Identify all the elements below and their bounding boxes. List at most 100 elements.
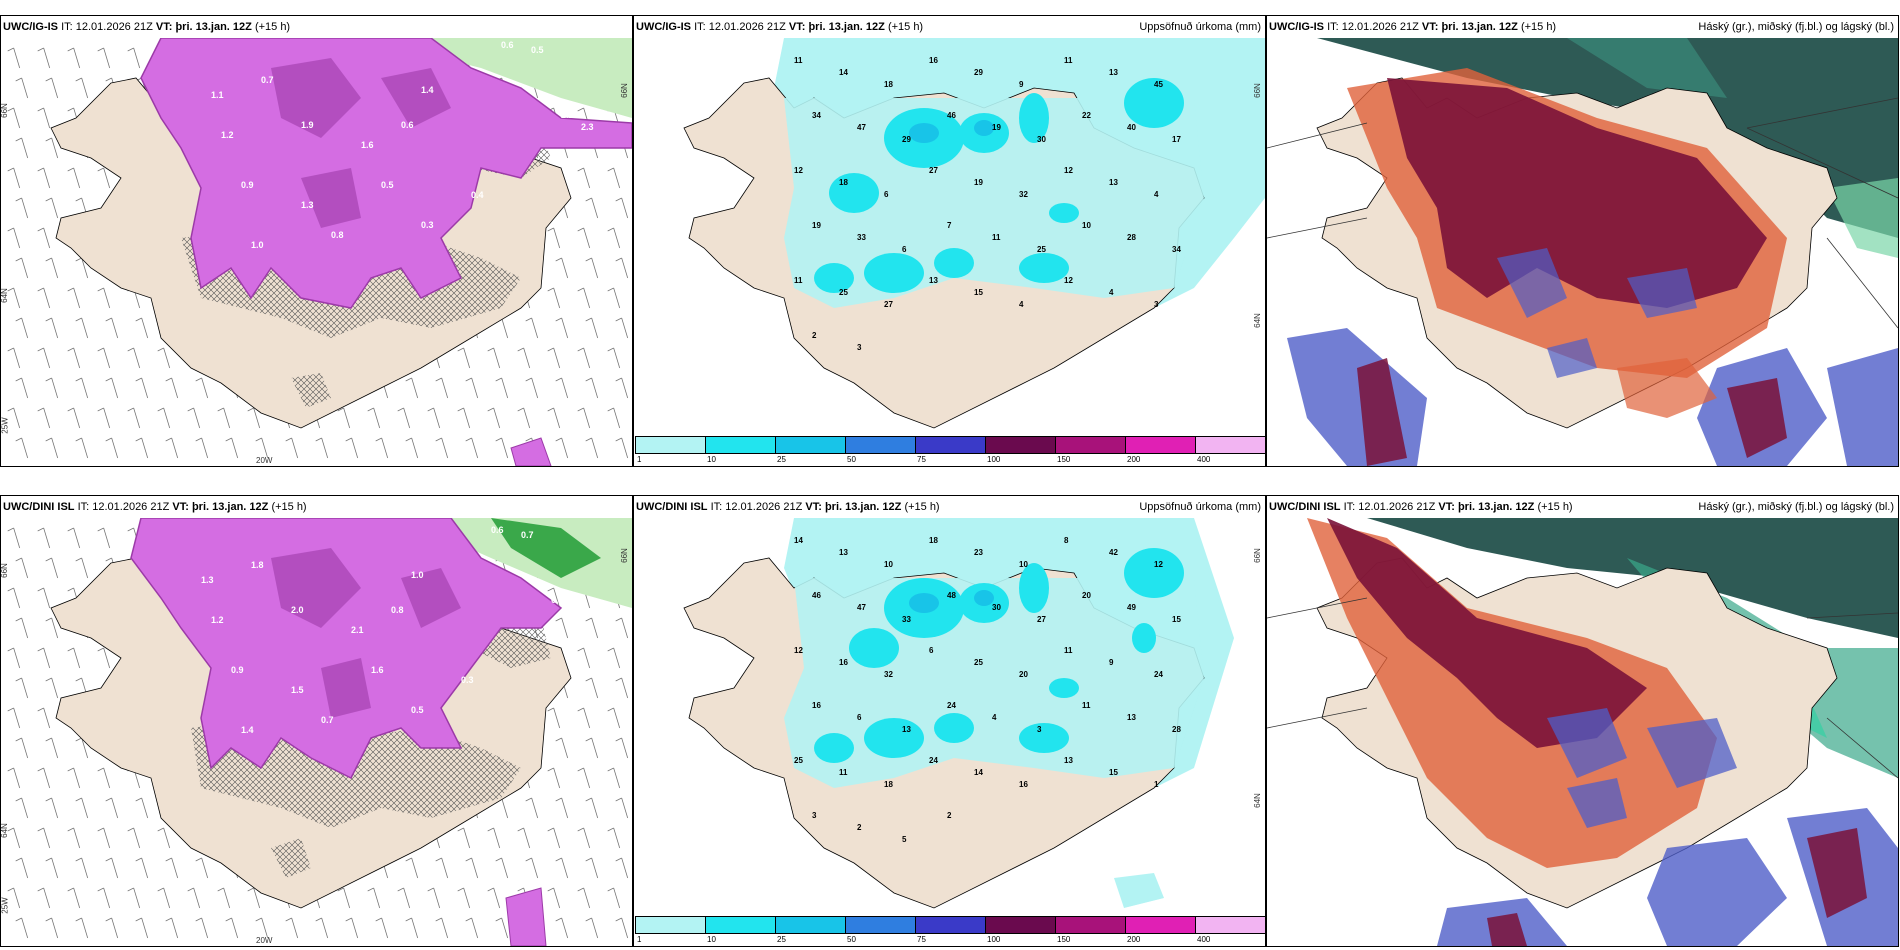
precip-value-label: 15 <box>1109 768 1118 777</box>
precip-value-label: 11 <box>1064 646 1073 655</box>
panel-title-precip: Uppsöfnuð úrkoma (mm) <box>1139 501 1261 513</box>
precip-value-label: 10 <box>884 560 893 569</box>
colorbar-label: 10 <box>707 455 716 464</box>
precip-value-label: 18 <box>929 536 938 545</box>
colorbar-label: 400 <box>1197 455 1211 464</box>
lat-label: 64N <box>1252 313 1262 328</box>
snow-value-label: 0.5 <box>411 705 424 715</box>
precip-value-label: 16 <box>929 56 938 65</box>
panel-title-clouds: Háský (gr.), miðský (fj.bl.) og lágský (… <box>1698 501 1894 513</box>
snow-value-label: 1.8 <box>251 560 264 570</box>
precip-value-label: 27 <box>1037 615 1046 624</box>
precip-value-label: 24 <box>947 701 956 710</box>
colorbar-label: 25 <box>777 935 786 944</box>
colorbar-swatch <box>915 436 986 454</box>
lat-label-64n: 64N <box>0 823 9 838</box>
lon-label-25w: 25W <box>0 417 10 434</box>
precip-value-label: 11 <box>1082 701 1091 710</box>
panel-igis-clouds: UWC/IG-IS IT: 12.01.2026 21Z VT: þri. 13… <box>1266 15 1899 467</box>
precip-value-label: 47 <box>857 123 866 132</box>
precip-value-label: 42 <box>1109 548 1118 557</box>
precip-value-label: 29 <box>974 68 983 77</box>
precip-value-label: 4 <box>1154 190 1159 199</box>
snow-value-label: 1.9 <box>301 120 314 130</box>
snow-value-label: 0.4 <box>471 190 484 200</box>
precip-value-label: 3 <box>857 343 862 352</box>
precip-cores <box>814 78 1184 293</box>
snow-value-label: 0.4 <box>551 595 564 605</box>
snow-value-label: 1.3 <box>201 575 214 585</box>
colorbar-swatch <box>915 916 986 934</box>
cloud-map-top <box>1267 38 1898 466</box>
precip-value-label: 25 <box>974 658 983 667</box>
panel-header: UWC/DINI ISL IT: 12.01.2026 21Z VT: þri.… <box>1269 501 1573 513</box>
snow-value-label: 2.2 <box>561 110 574 120</box>
snow-value-label: 1.2 <box>221 130 234 140</box>
precip-value-label: 32 <box>884 670 893 679</box>
panel-header: UWC/IG-IS IT: 12.01.2026 21Z VT: þri. 13… <box>3 21 291 33</box>
lat-label: 64N <box>1252 793 1262 808</box>
precip-value-label: 45 <box>1154 80 1163 89</box>
precip-value-label: 19 <box>992 123 1001 132</box>
snow-value-label: 2.1 <box>351 625 364 635</box>
precip-value-label: 20 <box>1019 670 1028 679</box>
precip-value-label: 1 <box>1154 780 1159 789</box>
precip-value-label: 29 <box>902 135 911 144</box>
precip-value-label: 24 <box>929 756 938 765</box>
precip-value-label: 3 <box>1037 725 1042 734</box>
lat-label-66n: 66N <box>0 563 9 578</box>
precip-value-label: 22 <box>1082 111 1091 120</box>
panel-igis-snow: UWC/IG-IS IT: 12.01.2026 21Z VT: þri. 13… <box>0 15 633 467</box>
precip-value-label: 28 <box>1127 233 1136 242</box>
precip-colorbar: 1 10 25 50 75 100 150 200 400 <box>635 916 1265 944</box>
snow-value-label: 1.6 <box>371 665 384 675</box>
precip-value-label: 13 <box>1109 68 1118 77</box>
precip-value-label: 12 <box>1064 276 1073 285</box>
precip-value-label: 2 <box>857 823 862 832</box>
precip-value-label: 13 <box>1109 178 1118 187</box>
precip-value-label: 16 <box>812 701 821 710</box>
precip-value-label: 15 <box>1172 615 1181 624</box>
precip-value-label: 11 <box>1064 56 1073 65</box>
panel-igis-precip: UWC/IG-IS IT: 12.01.2026 21Z VT: þri. 13… <box>633 15 1266 467</box>
colorbar-swatch <box>1195 436 1265 454</box>
precip-value-label: 11 <box>794 276 803 285</box>
colorbar-swatch <box>1055 916 1126 934</box>
colorbar-label: 25 <box>777 455 786 464</box>
precip-value-label: 46 <box>812 591 821 600</box>
precip-value-label: 18 <box>839 178 848 187</box>
colorbar-label: 50 <box>847 935 856 944</box>
precip-value-label: 15 <box>974 288 983 297</box>
precip-value-label: 30 <box>992 603 1001 612</box>
precip-value-label: 13 <box>1127 713 1136 722</box>
precip-value-label: 13 <box>902 725 911 734</box>
colorbar-label: 400 <box>1197 935 1211 944</box>
snow-map-top: 0.6 0.5 0.7 1.4 2.2 2.3 1.2 1.9 1.6 0.9 1.3 0.5 0.4 0… <box>7 38 632 466</box>
precip-value-label: 34 <box>812 111 821 120</box>
precip-value-label: 19 <box>812 221 821 230</box>
colorbar-label: 150 <box>1057 455 1071 464</box>
precip-value-label: 12 <box>794 166 803 175</box>
snow-value-label: 0.8 <box>331 230 344 240</box>
panel-header: UWC/DINI ISL IT: 12.01.2026 21Z VT: þri.… <box>3 501 307 513</box>
precip-value-label: 10 <box>1082 221 1091 230</box>
precip-value-label: 11 <box>794 56 803 65</box>
colorbar-swatch <box>1055 436 1126 454</box>
snow-value-label: 1.2 <box>211 615 224 625</box>
precip-value-label: 14 <box>974 768 983 777</box>
precip-value-label: 5 <box>902 835 907 844</box>
colorbar-label: 150 <box>1057 935 1071 944</box>
lon-label-25w: 25W <box>0 897 10 914</box>
precip-value-label: 33 <box>857 233 866 242</box>
snow-value-label: 1.0 <box>411 570 424 580</box>
colorbar-label: 1 <box>637 455 642 464</box>
colorbar-swatch <box>705 436 776 454</box>
precip-value-label: 6 <box>857 713 862 722</box>
precip-value-label: 20 <box>1082 591 1091 600</box>
precip-map-top: 1114181629911134534472946193022401712186… <box>683 38 1265 429</box>
precip-value-label: 24 <box>1154 670 1163 679</box>
snow-value-label: 0.7 <box>521 530 534 540</box>
precip-value-label: 48 <box>947 591 956 600</box>
panel-title-precip: Uppsöfnuð úrkoma (mm) <box>1139 21 1261 33</box>
snow-value-label: 0.3 <box>421 220 434 230</box>
